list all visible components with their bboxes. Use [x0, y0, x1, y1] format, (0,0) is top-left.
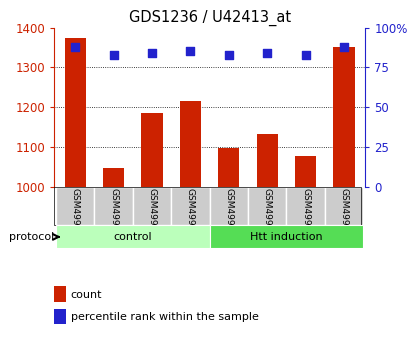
Text: GSM49946: GSM49946 [71, 188, 80, 237]
Bar [295, 156, 316, 187]
Bar [103, 168, 124, 187]
Text: GSM49948: GSM49948 [109, 188, 118, 237]
Point [302, 52, 309, 57]
Title: GDS1236 / U42413_at: GDS1236 / U42413_at [129, 10, 290, 26]
Bar [64, 38, 85, 187]
Bar [171, 187, 210, 225]
Bar [142, 113, 163, 187]
Point [110, 52, 117, 57]
Text: GSM49945: GSM49945 [224, 188, 233, 237]
Bar [218, 148, 239, 187]
Text: percentile rank within the sample: percentile rank within the sample [71, 313, 259, 322]
Text: GSM49952: GSM49952 [186, 188, 195, 237]
Bar [325, 187, 363, 225]
Point [264, 50, 271, 56]
Text: GSM49951: GSM49951 [339, 188, 349, 237]
Bar [210, 187, 248, 225]
Bar [256, 134, 278, 187]
Text: GSM49947: GSM49947 [263, 188, 272, 237]
Text: count: count [71, 290, 102, 300]
Bar [56, 187, 94, 225]
Bar [210, 225, 363, 248]
Point [72, 44, 78, 49]
Bar [133, 187, 171, 225]
Point [225, 52, 232, 57]
Bar [334, 48, 355, 187]
Text: protocol: protocol [9, 232, 54, 242]
Bar [180, 101, 201, 187]
Bar [248, 187, 286, 225]
Point [149, 50, 155, 56]
Text: GSM49950: GSM49950 [147, 188, 156, 237]
Text: control: control [113, 232, 152, 242]
Point [341, 44, 347, 49]
Bar [94, 187, 133, 225]
Bar [56, 225, 210, 248]
Point [187, 49, 194, 54]
Bar [286, 187, 325, 225]
Text: Htt induction: Htt induction [250, 232, 323, 242]
Text: GSM49949: GSM49949 [301, 188, 310, 237]
